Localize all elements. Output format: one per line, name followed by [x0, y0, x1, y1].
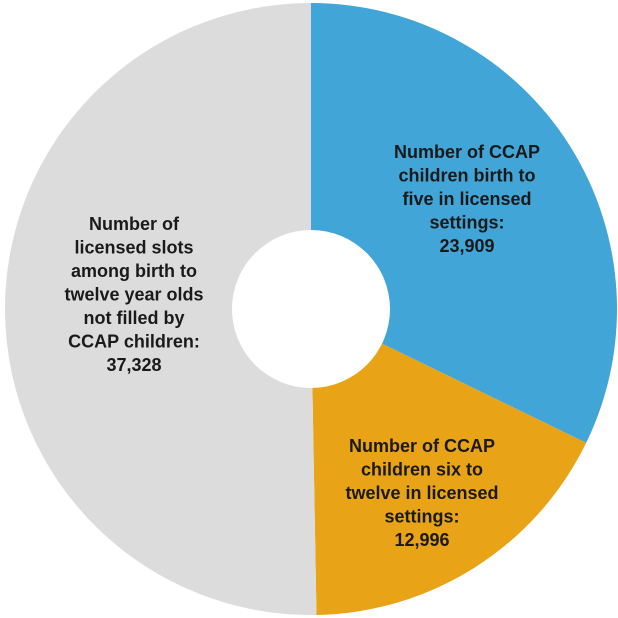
slice-label-1: Number of CCAP children birth to five in l… — [394, 142, 540, 256]
pie-slice-1 — [311, 3, 617, 443]
slice-label-line: settings: — [429, 213, 504, 233]
slices-layer — [5, 3, 617, 615]
pie-slice-3 — [5, 3, 317, 615]
slice-label-line: children six to — [361, 460, 483, 480]
slice-label-line: twelve in licensed — [345, 483, 498, 503]
slice-label-line: among birth to — [71, 261, 197, 281]
slice-label-line: CCAP children: — [68, 332, 200, 352]
slice-value-3: 37,328 — [106, 355, 161, 375]
slice-label-2: Number of CCAP children six to twelve in l… — [345, 436, 498, 550]
slice-label-line: Number of CCAP — [349, 436, 495, 456]
labels-layer: Number of CCAP children birth to five in l… — [64, 142, 540, 550]
pie-slice-2 — [311, 309, 587, 615]
slice-label-line: not filled by — [84, 308, 185, 328]
donut-hole — [232, 230, 390, 388]
slice-value-2: 12,996 — [394, 530, 449, 550]
slice-label-line: Number of — [89, 214, 180, 234]
slice-label-line: five in licensed — [402, 189, 531, 209]
slice-label-3: Number of licensed slots among birth to twe… — [64, 214, 203, 375]
slice-label-line: settings: — [384, 507, 459, 527]
slice-label-line: Number of CCAP — [394, 142, 540, 162]
slice-value-1: 23,909 — [439, 236, 494, 256]
slice-label-line: twelve year olds — [64, 285, 203, 305]
slice-label-line: children birth to — [399, 166, 536, 186]
slice-label-line: licensed slots — [74, 238, 193, 258]
